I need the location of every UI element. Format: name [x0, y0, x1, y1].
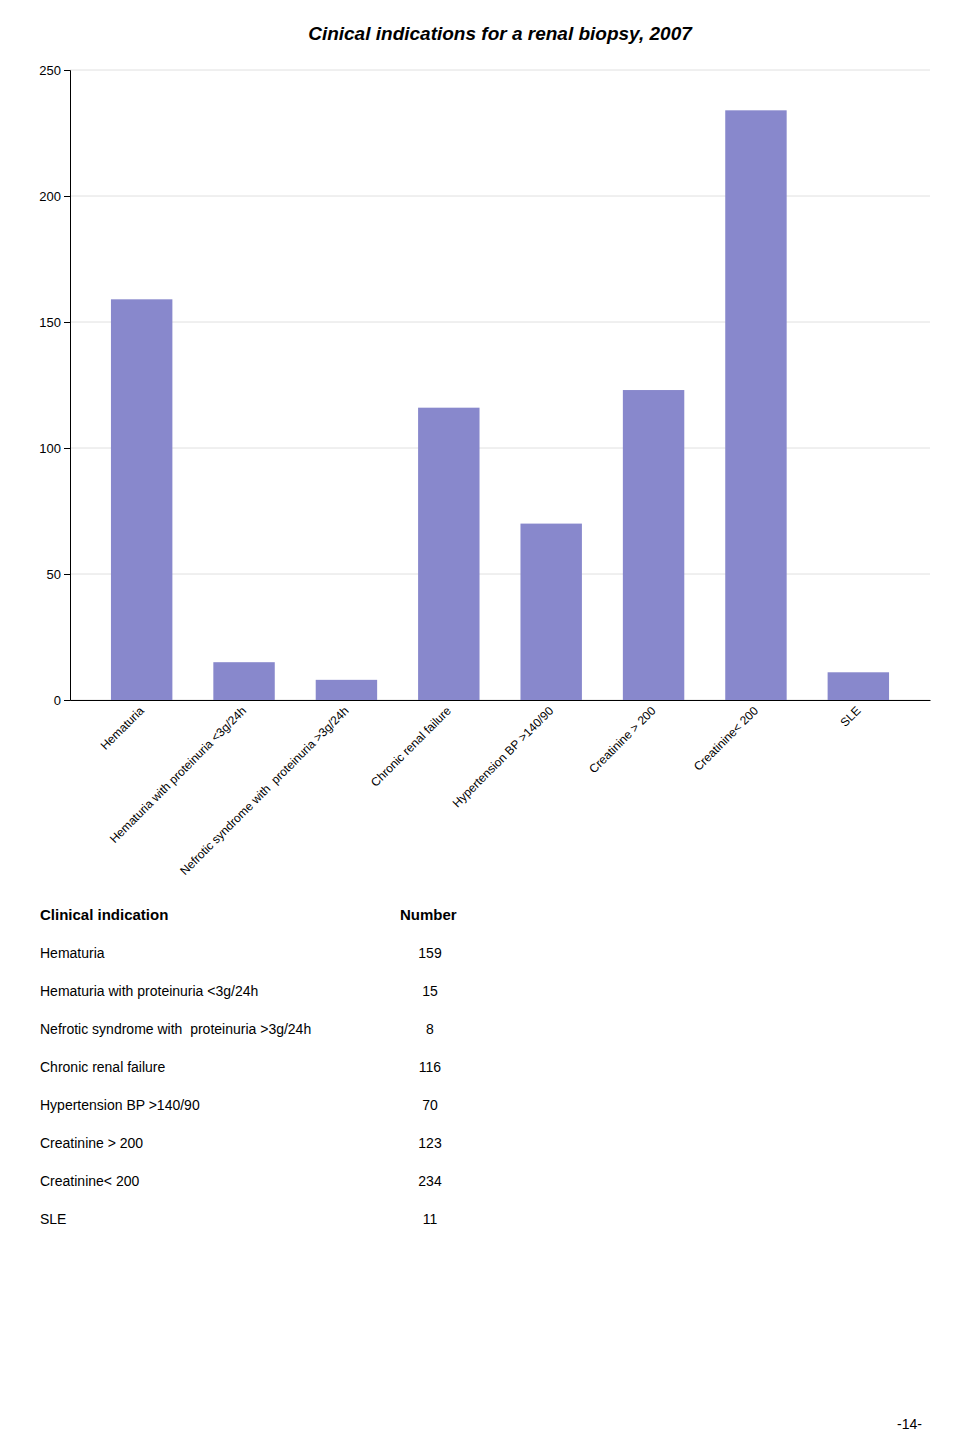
grid-line [70, 448, 930, 449]
table-cell: 8 [426, 1021, 434, 1037]
chart-title: Cinical indications for a renal biopsy, … [308, 23, 693, 44]
chart-root: Cinical indications for a renal biopsy, … [0, 0, 960, 1451]
table-cell: 70 [422, 1097, 438, 1113]
grid-line [70, 574, 930, 575]
bar [828, 672, 889, 700]
grid-line [70, 196, 930, 197]
y-tick-mark [64, 70, 70, 71]
x-tick: Hypertension BP >140/90 [450, 703, 557, 810]
page-number: -14- [897, 1416, 922, 1432]
y-tick: 150 [39, 315, 70, 330]
table-cell: Hematuria [40, 945, 105, 961]
table-cell: 11 [423, 1211, 438, 1227]
x-tick-label: Creatinine< 200 [691, 703, 761, 773]
table-cell: Creatinine > 200 [40, 1135, 143, 1151]
y-tick-mark [64, 322, 70, 323]
x-axis-line [71, 700, 931, 701]
x-tick: Chronic renal failure [368, 703, 454, 789]
y-tick-mark [64, 700, 70, 701]
bar [418, 408, 479, 700]
bar [316, 680, 377, 700]
table-cell: 116 [419, 1059, 442, 1075]
x-tick-label: Chronic renal failure [368, 703, 454, 789]
y-tick-label: 250 [39, 63, 61, 78]
bar [520, 524, 581, 700]
table-cell: Hematuria with proteinuria <3g/24h [40, 983, 258, 999]
table-cell: 123 [418, 1135, 442, 1151]
x-axis: HematuriaHematuria with proteinuria <3g/… [71, 701, 931, 878]
x-tick: Hematuria [98, 703, 147, 752]
table-cell: Nefrotic syndrome with proteinuria >3g/2… [40, 1021, 311, 1037]
table-cell: Chronic renal failure [40, 1059, 165, 1075]
grid [70, 70, 930, 700]
x-tick: Nefrotic syndrome with proteinuria >3g/2… [177, 704, 351, 878]
y-tick-label: 50 [47, 567, 61, 582]
table-cell: Hypertension BP >140/90 [40, 1097, 200, 1113]
y-tick-label: 0 [54, 693, 61, 708]
grid-line [70, 70, 930, 71]
y-tick: 0 [54, 693, 70, 708]
table-cell: 15 [422, 983, 438, 999]
grid-line [70, 322, 930, 323]
table: Clinical indication Number Hematuria 159 Hem… [40, 906, 457, 1227]
y-tick-label: 150 [39, 315, 61, 330]
x-tick: SLE [837, 704, 863, 730]
table-cell: Creatinine< 200 [40, 1173, 139, 1189]
bars [111, 110, 889, 700]
y-tick-mark [64, 574, 70, 575]
x-tick-label: Hypertension BP >140/90 [450, 703, 557, 810]
table-cell: 159 [418, 945, 442, 961]
y-tick-label: 100 [39, 441, 61, 456]
table-cell: SLE [40, 1211, 66, 1227]
table-header: Number [400, 906, 457, 923]
x-tick-label: Hematuria [98, 703, 147, 752]
x-tick-label: Nefrotic syndrome with proteinuria >3g/2… [177, 704, 351, 878]
y-tick: 50 [47, 567, 70, 582]
bar [623, 390, 684, 700]
y-tick: 200 [39, 189, 70, 204]
x-tick: Creatinine > 200 [586, 703, 659, 776]
y-axis: 0 50 100 150 200 250 [39, 63, 70, 708]
y-tick-label: 200 [39, 189, 61, 204]
x-tick: Creatinine< 200 [691, 703, 761, 773]
x-tick-label: Creatinine > 200 [586, 703, 659, 776]
y-tick: 100 [39, 441, 70, 456]
table-header: Clinical indication [40, 906, 168, 923]
y-tick: 250 [39, 63, 70, 78]
bar [111, 299, 172, 700]
y-tick-mark [64, 196, 70, 197]
plot-area: 0 50 100 150 200 250 HematuriaHematuria with p… [39, 63, 930, 878]
bar [213, 662, 274, 700]
grid-line [70, 700, 930, 701]
y-tick-mark [64, 448, 70, 449]
table-cell: 234 [418, 1173, 442, 1189]
y-axis-line [64, 71, 71, 701]
x-tick-label: SLE [837, 704, 863, 730]
bar [725, 110, 786, 700]
